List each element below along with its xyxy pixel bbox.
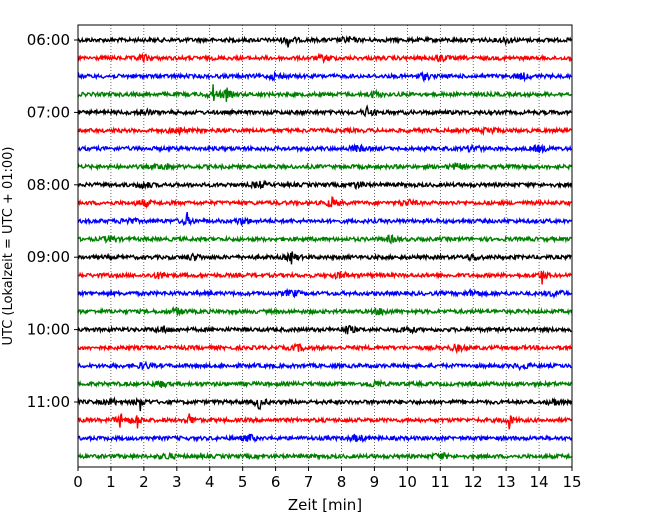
trace-1130: [77, 433, 573, 443]
x-tick-label: 7: [304, 473, 314, 491]
trace-0815: [77, 196, 573, 210]
y-tick-label: 06:00: [27, 31, 70, 49]
trace-1015: [77, 342, 573, 355]
trace-1000: [77, 324, 572, 335]
trace-1115: [77, 413, 573, 430]
trace-1145: [77, 451, 572, 461]
x-tick-label: 6: [271, 473, 281, 491]
x-tick-label: 4: [205, 473, 215, 491]
x-tick-label: 2: [139, 473, 149, 491]
x-tick-label: 1: [106, 473, 116, 491]
trace-0830: [77, 211, 573, 227]
x-tick-label: 9: [370, 473, 380, 491]
y-axis-label: UTC (Lokalzeit = UTC + 01:00): [1, 147, 16, 346]
trace-0915: [77, 269, 572, 285]
y-tick-label: 10:00: [27, 321, 70, 339]
x-tick-label: 13: [497, 473, 516, 491]
trace-0900: [77, 251, 572, 265]
trace-1100: [77, 396, 573, 412]
x-tick-label: 10: [398, 473, 417, 491]
y-tick-label: 11:00: [27, 393, 70, 411]
y-tick-label: 09:00: [27, 248, 70, 266]
x-tick-label: 14: [530, 473, 549, 491]
trace-1045: [77, 378, 573, 389]
trace-0645: [77, 84, 572, 102]
trace-0700: [77, 104, 572, 118]
trace-0630: [77, 70, 572, 84]
trace-0615: [77, 52, 573, 65]
plot-frame: [77, 24, 573, 468]
x-tick-label: 15: [562, 473, 581, 491]
trace-1030: [77, 360, 572, 372]
trace-0730: [77, 142, 573, 155]
trace-0745: [77, 162, 573, 172]
x-axis-label: Zeit [min]: [288, 496, 362, 514]
trace-0600: [77, 34, 573, 48]
x-tick-label: 3: [172, 473, 182, 491]
trace-0930: [77, 287, 573, 299]
trace-0945: [77, 306, 573, 317]
x-tick-label: 0: [73, 473, 83, 491]
x-tick-label: 12: [464, 473, 483, 491]
y-tick-label: 07:00: [27, 103, 70, 121]
x-axis-ticks: 0 1 2 3 4 5 6 7 8 9 10 11 12 13 14 15: [73, 467, 582, 491]
x-tick-label: 8: [337, 473, 347, 491]
trace-0800: [78, 179, 573, 191]
y-axis-ticks: 06:00 07:00 08:00 09:00 10:00 11:00: [27, 31, 78, 411]
seismic-traces: [77, 34, 573, 461]
trace-0715: [77, 125, 572, 137]
x-tick-label: 11: [431, 473, 450, 491]
trace-0845: [77, 234, 572, 245]
x-tick-label: 5: [238, 473, 248, 491]
y-tick-label: 08:00: [27, 176, 70, 194]
